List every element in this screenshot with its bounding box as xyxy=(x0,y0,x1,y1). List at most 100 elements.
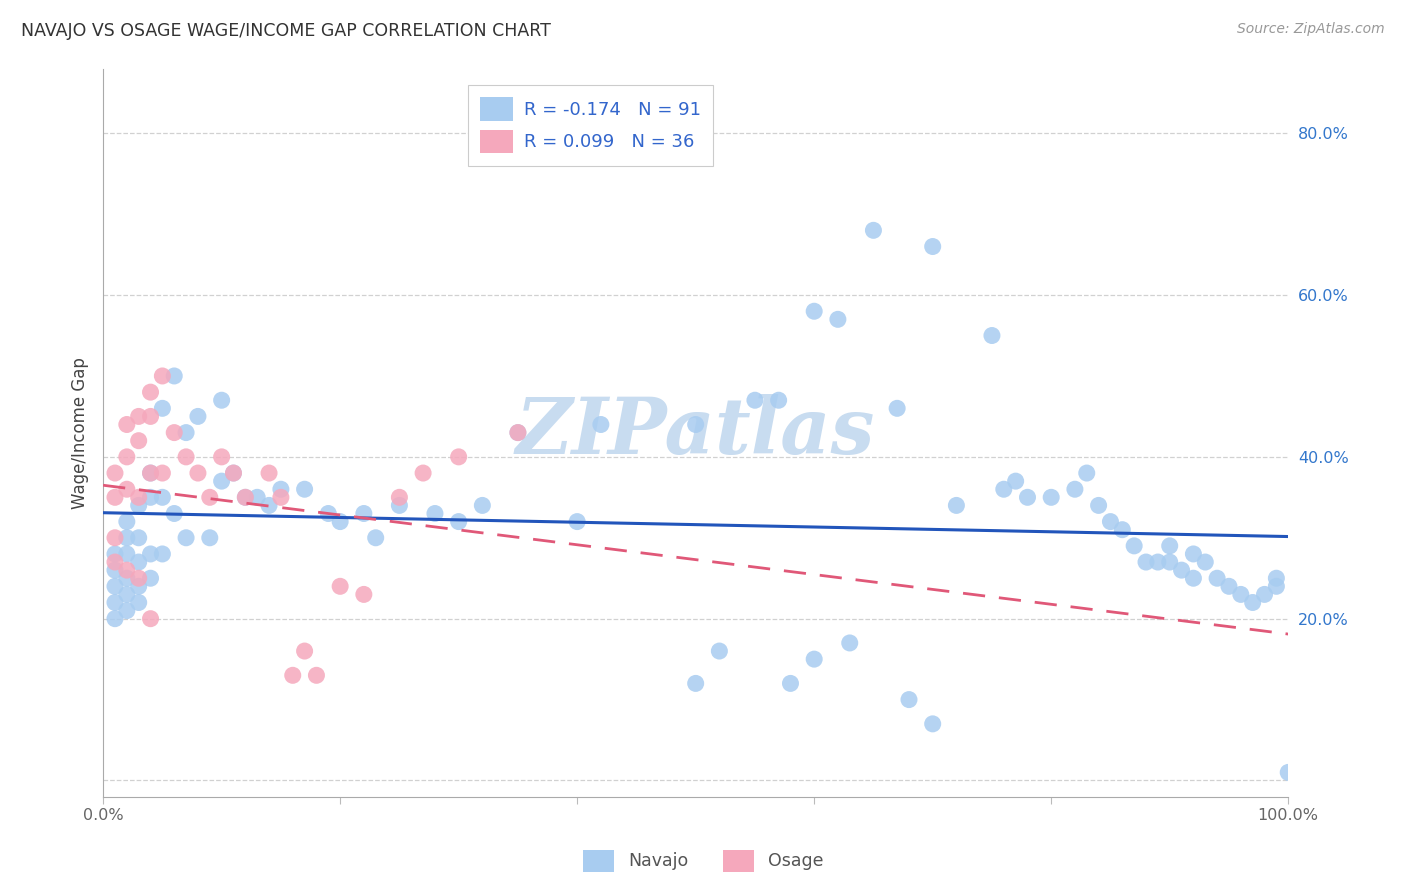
Point xyxy=(150,491,173,505)
Point xyxy=(685,417,707,432)
Point xyxy=(388,499,411,513)
Point xyxy=(1064,482,1087,496)
Point xyxy=(423,507,446,521)
Point xyxy=(412,466,434,480)
Point xyxy=(768,393,790,408)
Point xyxy=(128,555,150,569)
Legend: Navajo, Osage: Navajo, Osage xyxy=(575,843,831,879)
Point xyxy=(294,482,316,496)
Legend: R = -0.174   N = 91, R = 0.099   N = 36: R = -0.174 N = 91, R = 0.099 N = 36 xyxy=(468,85,713,166)
Point xyxy=(827,312,849,326)
Point xyxy=(993,482,1015,496)
Text: NAVAJO VS OSAGE WAGE/INCOME GAP CORRELATION CHART: NAVAJO VS OSAGE WAGE/INCOME GAP CORRELAT… xyxy=(21,22,551,40)
Text: ZIPatlas: ZIPatlas xyxy=(516,394,876,471)
Point xyxy=(163,425,186,440)
Point xyxy=(447,515,470,529)
Point xyxy=(1017,491,1039,505)
Point xyxy=(981,328,1004,343)
Point xyxy=(1241,595,1264,609)
Point xyxy=(1040,491,1063,505)
Point xyxy=(589,417,612,432)
Point xyxy=(364,531,387,545)
Point xyxy=(1076,466,1098,480)
Point xyxy=(1265,579,1288,593)
Point xyxy=(685,676,707,690)
Point xyxy=(174,425,197,440)
Point xyxy=(187,409,209,424)
Point xyxy=(128,491,150,505)
Point xyxy=(447,450,470,464)
Point xyxy=(329,515,352,529)
Point xyxy=(115,587,138,601)
Point xyxy=(139,571,162,585)
Point xyxy=(104,579,127,593)
Point xyxy=(353,507,375,521)
Point xyxy=(1004,474,1026,488)
Point xyxy=(115,482,138,496)
Point xyxy=(104,547,127,561)
Point xyxy=(174,531,197,545)
Point xyxy=(104,563,127,577)
Point xyxy=(115,450,138,464)
Point xyxy=(104,466,127,480)
Point xyxy=(222,466,245,480)
Point xyxy=(1147,555,1170,569)
Point xyxy=(506,425,529,440)
Point xyxy=(1182,547,1205,561)
Point xyxy=(198,531,221,545)
Point xyxy=(257,499,280,513)
Point xyxy=(128,409,150,424)
Point xyxy=(270,491,292,505)
Point xyxy=(329,579,352,593)
Point xyxy=(898,692,921,706)
Point xyxy=(163,507,186,521)
Point xyxy=(115,604,138,618)
Point xyxy=(1087,499,1109,513)
Point xyxy=(115,417,138,432)
Point xyxy=(104,612,127,626)
Point xyxy=(1206,571,1229,585)
Point xyxy=(115,563,138,577)
Point xyxy=(174,450,197,464)
Point xyxy=(1159,555,1181,569)
Point xyxy=(104,555,127,569)
Point xyxy=(150,547,173,561)
Point xyxy=(270,482,292,496)
Point xyxy=(1135,555,1157,569)
Point xyxy=(211,393,233,408)
Point xyxy=(198,491,221,505)
Point xyxy=(886,401,908,416)
Point xyxy=(294,644,316,658)
Point xyxy=(1277,765,1299,780)
Point xyxy=(803,304,825,318)
Point xyxy=(862,223,884,237)
Point xyxy=(163,368,186,383)
Point xyxy=(104,531,127,545)
Point xyxy=(709,644,731,658)
Point xyxy=(779,676,801,690)
Point xyxy=(139,409,162,424)
Point xyxy=(128,499,150,513)
Point xyxy=(567,515,589,529)
Point xyxy=(115,571,138,585)
Point xyxy=(233,491,256,505)
Point xyxy=(1182,571,1205,585)
Point xyxy=(305,668,328,682)
Y-axis label: Wage/Income Gap: Wage/Income Gap xyxy=(72,357,89,508)
Point xyxy=(128,579,150,593)
Point xyxy=(115,515,138,529)
Point xyxy=(506,425,529,440)
Point xyxy=(139,547,162,561)
Point xyxy=(1230,587,1253,601)
Point xyxy=(150,466,173,480)
Point xyxy=(388,491,411,505)
Point xyxy=(257,466,280,480)
Point xyxy=(128,434,150,448)
Point xyxy=(211,450,233,464)
Point xyxy=(921,717,943,731)
Text: Source: ZipAtlas.com: Source: ZipAtlas.com xyxy=(1237,22,1385,37)
Point xyxy=(1111,523,1133,537)
Point xyxy=(104,491,127,505)
Point xyxy=(1123,539,1146,553)
Point xyxy=(1253,587,1275,601)
